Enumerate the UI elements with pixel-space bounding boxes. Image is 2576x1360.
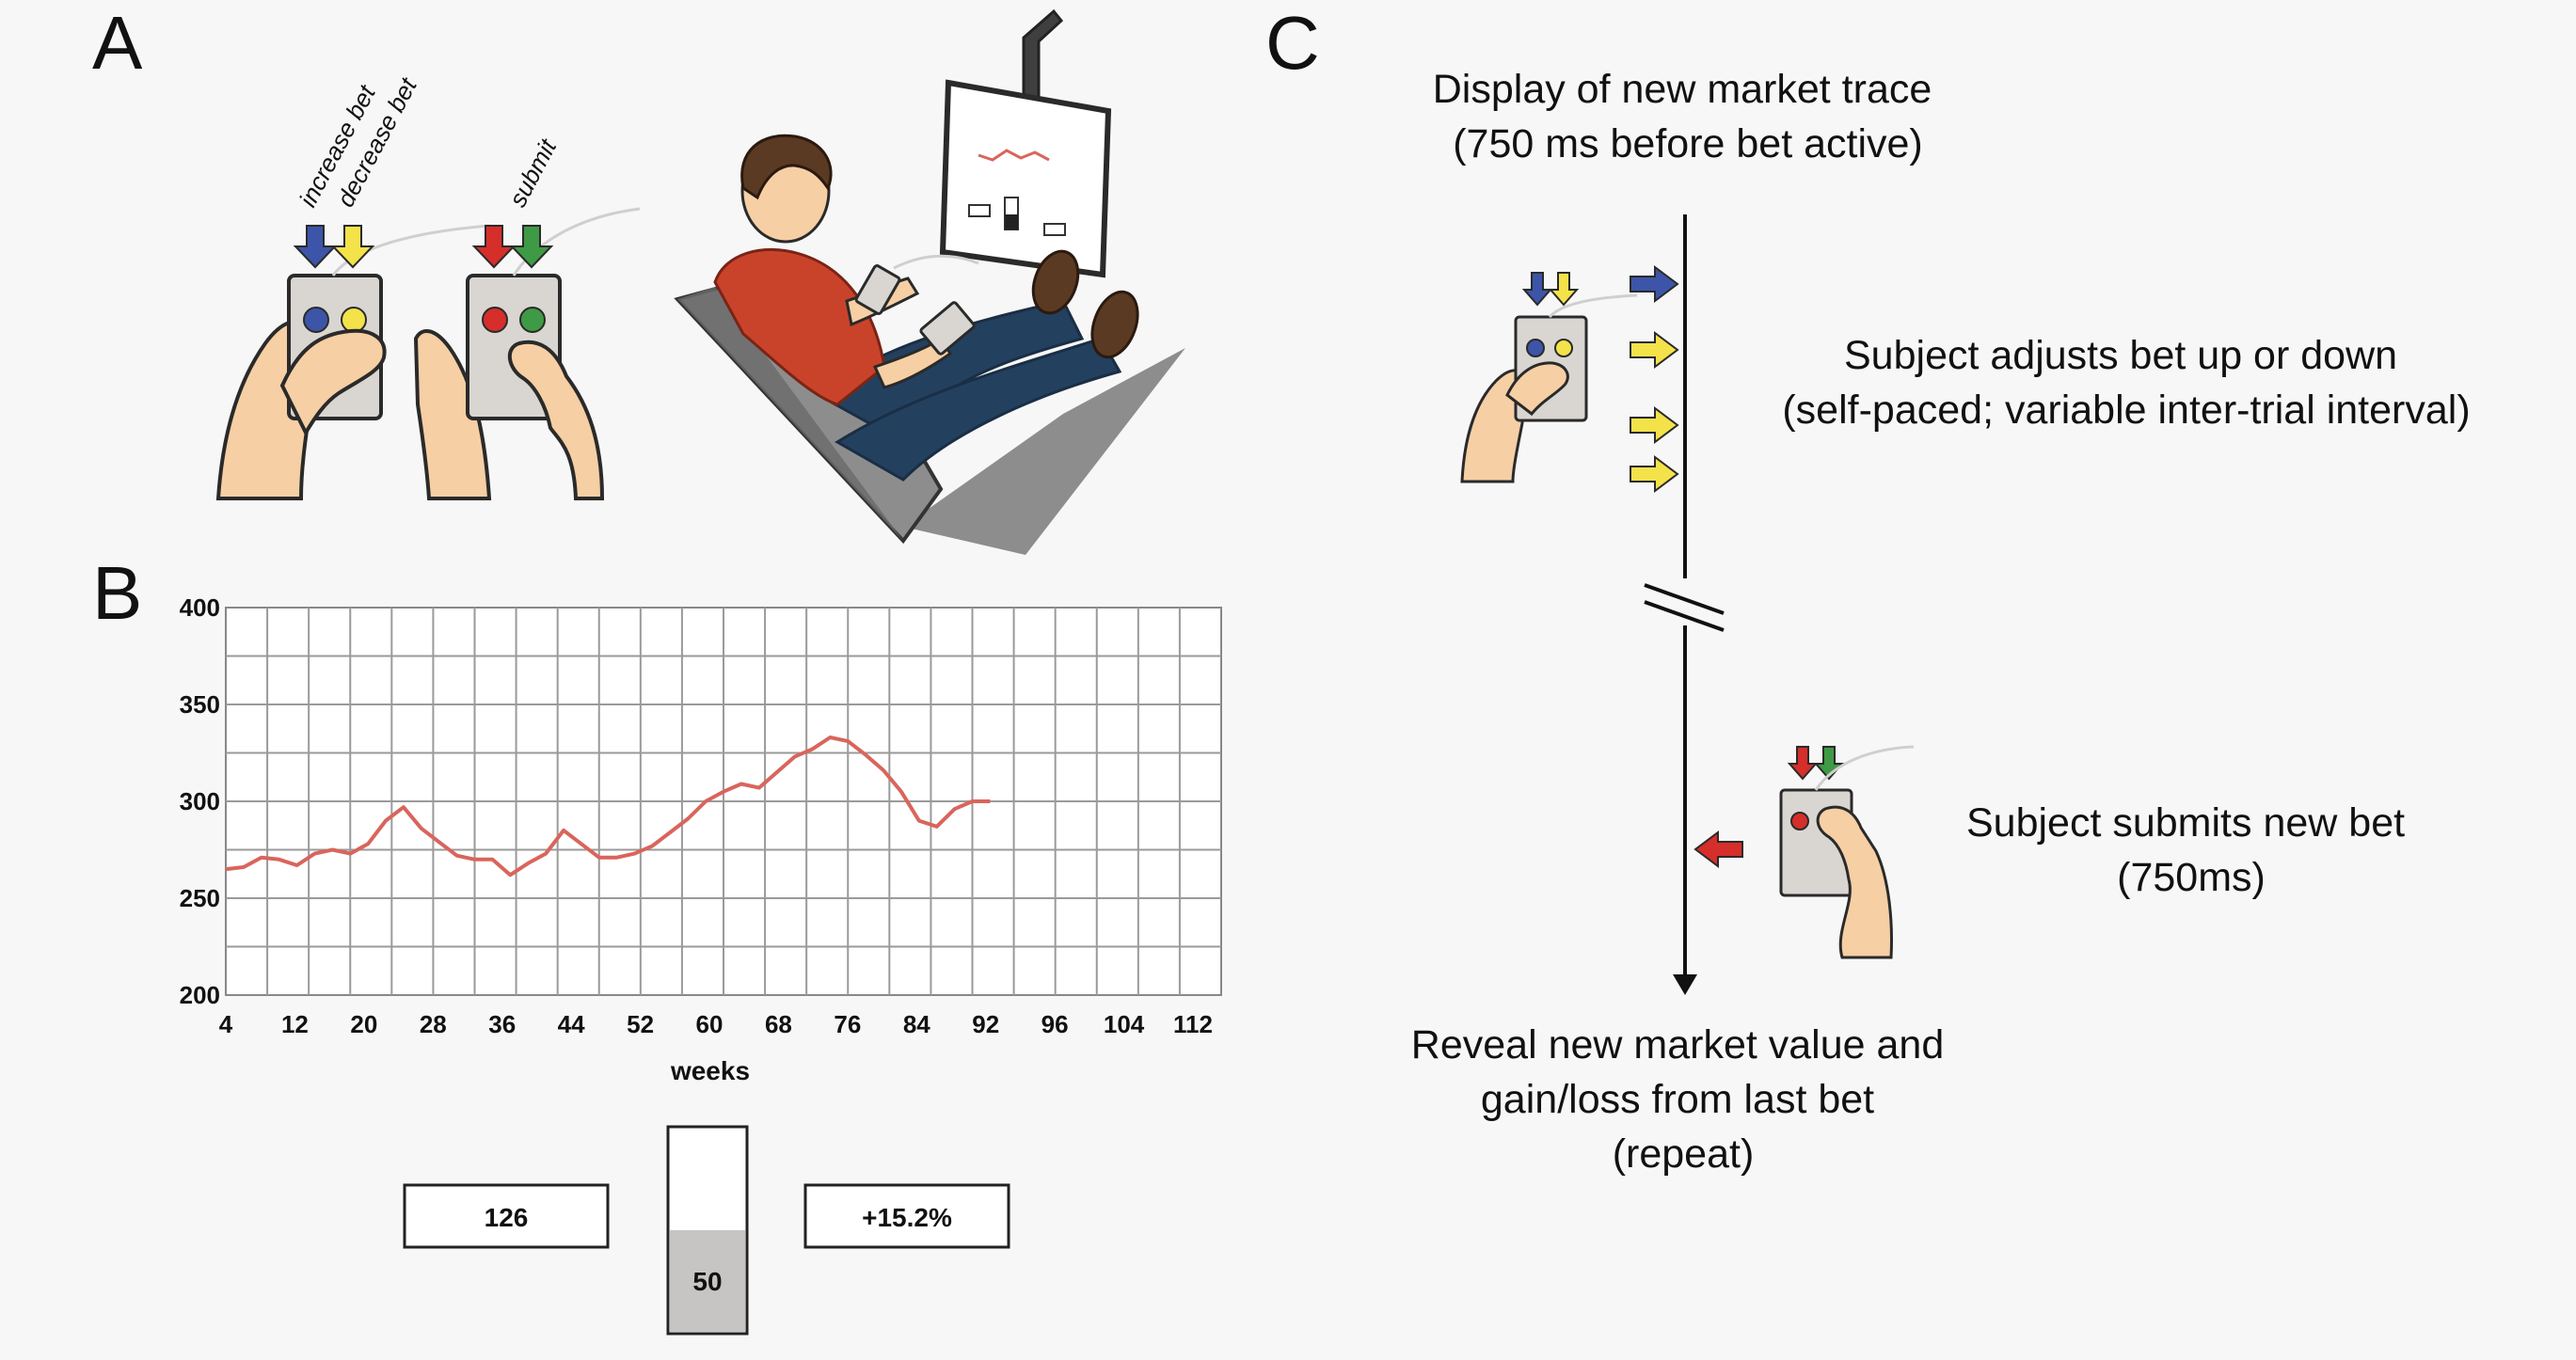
- right-arrow-yellow-icon: [1630, 455, 1679, 493]
- y-tick-label: 200: [180, 981, 220, 1009]
- x-tick-label: 52: [627, 1010, 654, 1038]
- gridlines: [226, 608, 1221, 995]
- submit-controller-illustration: [1779, 745, 1915, 959]
- down-arrow-yellow-icon: [330, 225, 375, 269]
- right-arrow-blue-icon: [1630, 265, 1679, 303]
- panel-a-label: A: [92, 1, 143, 85]
- green-button-icon: [519, 307, 546, 333]
- adjust-arrows: [1630, 265, 1679, 493]
- bet-display: 126 50 +15.2%: [403, 1125, 1010, 1336]
- return-value: +15.2%: [862, 1203, 952, 1232]
- yellow-button-icon: [341, 307, 367, 333]
- red-button-icon: [482, 307, 508, 333]
- subject-at-monitor-illustration: [674, 8, 1185, 555]
- left-arrow-red-icon: [1693, 830, 1743, 868]
- timeline: [1644, 214, 1725, 995]
- panel-b-label: B: [92, 551, 142, 635]
- down-arrow-red-icon: [471, 225, 517, 269]
- right-arrow-yellow-icon: [1630, 331, 1679, 369]
- wealth-box: [403, 1183, 610, 1249]
- step3-text: Subject submits new bet (750ms): [1966, 800, 2416, 900]
- y-tick-label: 300: [180, 787, 220, 815]
- step2-text: Subject adjusts bet up or down (self-pac…: [1782, 333, 2470, 433]
- timeline-arrowhead-icon: [1673, 974, 1697, 995]
- monitor-icon: [939, 79, 1112, 278]
- x-tick-label: 104: [1104, 1010, 1145, 1038]
- adjust-controller-illustration: [1460, 272, 1638, 483]
- market-trace-chart: 400 350 300 250 200 4 12 20 28 36 44 52 60 68 76 84 92 9…: [180, 593, 1222, 1085]
- step1-text: Display of new market trace (750 ms befo…: [1433, 67, 1943, 166]
- y-tick-label: 400: [180, 593, 220, 622]
- down-arrow-blue-icon: [293, 225, 338, 269]
- bet-meter-fill: [670, 1230, 745, 1332]
- controller-illustration-right: submit: [413, 134, 641, 500]
- down-arrow-green-icon: [509, 225, 554, 269]
- x-tick-label: 60: [696, 1010, 724, 1038]
- x-tick-label: 36: [488, 1010, 516, 1038]
- blue-button-icon: [303, 307, 329, 333]
- x-tick-label: 96: [1042, 1010, 1069, 1038]
- x-axis-label: weeks: [670, 1056, 750, 1085]
- step4-text: Reveal new market value and gain/loss fr…: [1411, 1022, 1955, 1177]
- x-tick-label: 44: [558, 1010, 585, 1038]
- submit-label: submit: [503, 134, 563, 212]
- right-arrow-yellow-icon: [1630, 406, 1679, 444]
- x-tick-label: 92: [972, 1010, 999, 1038]
- market-trace-line: [225, 735, 991, 878]
- x-tick-label: 112: [1173, 1010, 1213, 1038]
- x-tick-label: 76: [834, 1010, 861, 1038]
- x-tick-label: 20: [350, 1010, 377, 1038]
- return-box: [803, 1183, 1010, 1249]
- series-layer: [225, 735, 991, 878]
- x-tick-label: 28: [420, 1010, 447, 1038]
- y-tick-label: 350: [180, 690, 220, 719]
- bet-meter-value: 50: [692, 1267, 722, 1296]
- x-tick-label: 84: [903, 1010, 930, 1038]
- panel-c-label: C: [1265, 1, 1320, 85]
- x-tick-label: 4: [219, 1010, 233, 1038]
- wealth-value: 126: [485, 1203, 529, 1232]
- x-axis-tick-labels: 4 12 20 28 36 44 52 60 68 76 84 92 96 104 112: [219, 1010, 1213, 1038]
- y-axis-tick-labels: 400 350 300 250 200: [180, 593, 220, 1009]
- y-tick-label: 250: [180, 884, 220, 912]
- x-tick-label: 68: [765, 1010, 792, 1038]
- x-tick-label: 12: [281, 1010, 309, 1038]
